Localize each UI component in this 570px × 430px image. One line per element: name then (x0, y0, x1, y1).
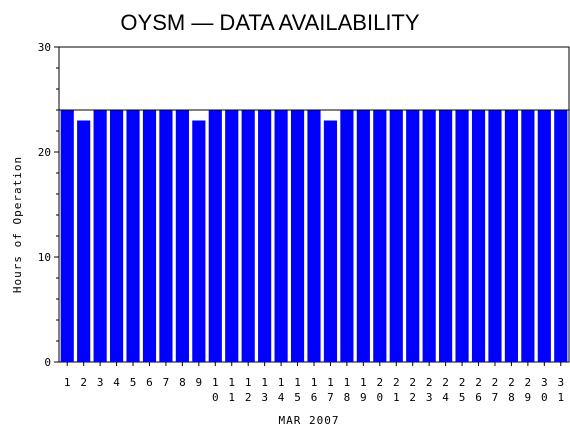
x-tick-label: 7 (163, 376, 170, 389)
bar-day-12 (241, 110, 255, 362)
y-tick-label: 20 (38, 146, 51, 159)
bar-day-26 (471, 110, 486, 362)
bar-day-7 (159, 110, 173, 362)
x-tick-label: 5 (130, 376, 137, 389)
bar-day-25 (455, 110, 469, 362)
x-axis: 1 2 3 4 5 6 7 8 9 1 01 11 21 31 41 51 61 71 81 92 02 12 22 32 42… (64, 362, 564, 404)
bar-day-20 (373, 110, 387, 362)
y-axis: 0 10 20 30 (38, 41, 59, 369)
bar-day-23 (422, 110, 436, 362)
bar-day-10 (208, 110, 222, 362)
x-tick-label: 8 (179, 376, 186, 389)
x-axis-label: MAR 2007 (279, 414, 340, 427)
x-tick-label: 9 (196, 376, 203, 389)
bar-day-24 (439, 110, 453, 362)
bar-day-31 (554, 110, 568, 362)
y-tick-label: 30 (38, 41, 51, 54)
bar-day-6 (142, 110, 157, 362)
bar-day-2 (77, 120, 91, 362)
y-axis-label: Hours of Operation (11, 156, 24, 293)
bar-day-1 (60, 110, 74, 362)
x-tick-label: 2 (80, 376, 87, 389)
bar-day-4 (110, 110, 124, 362)
bar-day-16 (307, 110, 321, 362)
bar-day-3 (93, 110, 107, 362)
bar-day-17 (323, 120, 338, 362)
bar-day-15 (290, 110, 305, 362)
bar-day-27 (488, 110, 502, 362)
bar-day-13 (258, 110, 272, 362)
x-tick-label: 4 (113, 376, 120, 389)
bar-day-30 (537, 110, 551, 362)
bar-day-11 (225, 110, 239, 362)
bar-day-22 (406, 110, 420, 362)
bar-day-28 (504, 110, 518, 362)
bar-day-9 (192, 120, 206, 362)
y-tick-label: 0 (44, 356, 51, 369)
x-tick-label: 1 (64, 376, 71, 389)
bar-day-29 (521, 110, 535, 362)
y-tick-label: 10 (38, 251, 51, 264)
bar-day-18 (340, 110, 354, 362)
bar-day-21 (389, 110, 403, 362)
chart-title: OYSM — DATA AVAILABILITY (120, 10, 419, 35)
bar-day-19 (356, 110, 370, 362)
bars-group (60, 110, 568, 362)
bar-day-8 (175, 110, 189, 362)
bar-day-14 (274, 110, 288, 362)
x-tick-label: 6 (146, 376, 153, 389)
x-tick-label: 3 (97, 376, 104, 389)
bar-day-5 (126, 110, 140, 362)
